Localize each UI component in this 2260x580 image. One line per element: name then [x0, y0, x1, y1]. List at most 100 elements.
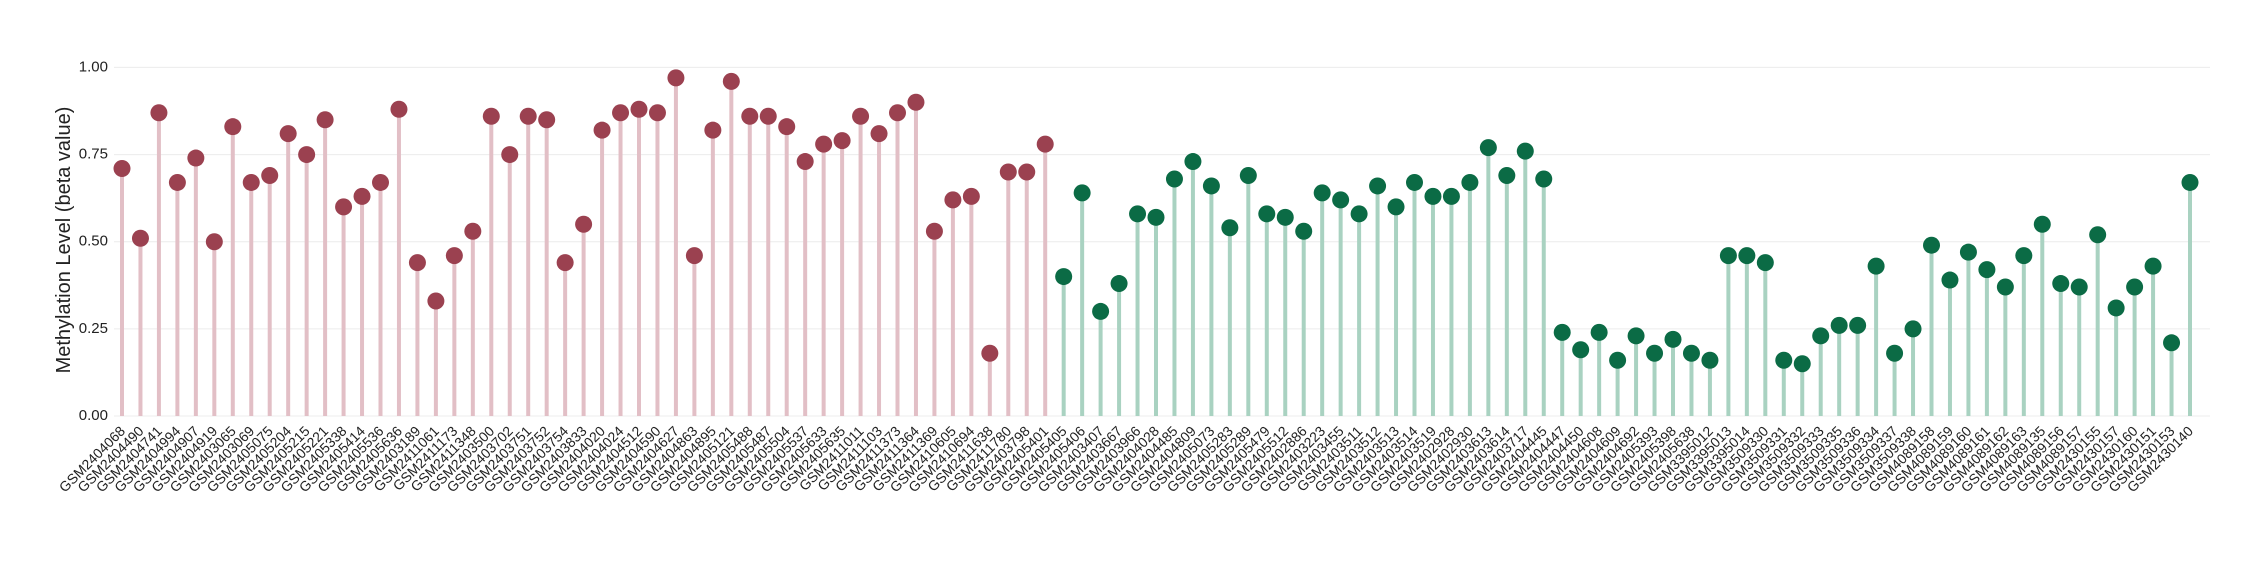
dot — [298, 146, 316, 164]
dot — [1904, 320, 1922, 338]
dot — [2015, 247, 2033, 265]
dot — [1590, 323, 1608, 341]
dot — [427, 292, 445, 310]
dot — [648, 104, 666, 122]
dot — [1406, 173, 1423, 191]
dot — [1165, 170, 1183, 188]
dot — [1867, 257, 1885, 275]
dot — [1923, 236, 1940, 254]
y-tick-label: 0.50 — [79, 233, 108, 250]
dot — [501, 146, 519, 164]
dot — [1738, 247, 1756, 265]
dot — [1239, 166, 1257, 184]
dot — [1369, 177, 1387, 195]
dot — [445, 247, 463, 265]
dot — [187, 149, 205, 167]
dot — [999, 163, 1017, 181]
dot — [279, 125, 297, 143]
dot — [833, 132, 851, 150]
y-tick-label: 0.00 — [79, 407, 108, 424]
dot — [1018, 163, 1036, 181]
dot — [1498, 166, 1516, 184]
dot — [335, 198, 353, 216]
dot — [704, 121, 722, 139]
dot — [759, 107, 777, 125]
dot — [2033, 215, 2051, 233]
dot — [1775, 351, 1793, 369]
dot — [113, 160, 131, 178]
dot — [1202, 177, 1220, 195]
dot — [962, 187, 980, 205]
dot — [575, 215, 593, 233]
dot — [1886, 344, 1904, 362]
dot — [1849, 316, 1867, 334]
dot — [1719, 247, 1737, 265]
dot — [2052, 275, 2070, 293]
dot — [1978, 261, 1996, 279]
dot — [1073, 184, 1091, 202]
dot — [408, 254, 426, 272]
dot — [1701, 351, 1719, 369]
dot — [1295, 222, 1313, 240]
dot — [1147, 208, 1165, 226]
dot — [667, 69, 685, 87]
dot — [482, 107, 500, 125]
dot — [1036, 135, 1054, 153]
dot — [630, 100, 648, 118]
dot — [1793, 355, 1811, 373]
dot — [1535, 170, 1553, 188]
dot — [390, 100, 408, 118]
dot — [1110, 275, 1128, 293]
dot — [889, 104, 906, 122]
dot — [1609, 351, 1627, 369]
dot — [353, 187, 371, 205]
dot — [612, 104, 630, 122]
y-tick-label: 0.25 — [79, 320, 108, 337]
dot — [1332, 191, 1350, 209]
dot — [464, 222, 482, 240]
dot — [778, 118, 796, 136]
dot — [1129, 205, 1147, 223]
dot — [1350, 205, 1368, 223]
dot — [1756, 254, 1774, 272]
dot — [168, 173, 186, 191]
dot — [852, 107, 870, 125]
dot — [2089, 226, 2107, 244]
dot — [1627, 327, 1645, 345]
dot — [205, 233, 223, 251]
dot — [1516, 142, 1534, 160]
dot — [224, 118, 242, 136]
dot — [2144, 257, 2162, 275]
dot — [1055, 268, 1073, 286]
dot — [1572, 341, 1590, 359]
dot — [2126, 278, 2144, 296]
dot — [1959, 243, 1977, 261]
y-tick-label: 1.00 — [79, 58, 108, 75]
dot — [1387, 198, 1405, 216]
dot — [1479, 139, 1497, 157]
dot — [261, 166, 279, 184]
y-tick-label: 0.75 — [79, 146, 108, 163]
dot — [1682, 344, 1700, 362]
dot — [1553, 323, 1571, 341]
dot — [741, 107, 759, 125]
dot — [685, 247, 703, 265]
dot — [1258, 205, 1276, 223]
dot — [1941, 271, 1959, 289]
dot — [1313, 184, 1331, 202]
dot — [131, 229, 149, 247]
dot — [372, 173, 389, 191]
dot — [1812, 327, 1830, 345]
dot — [1830, 316, 1848, 334]
dot — [907, 93, 925, 111]
dot — [2181, 173, 2199, 191]
dot — [519, 107, 537, 125]
dot — [981, 344, 999, 362]
dot — [2163, 334, 2181, 352]
dot — [815, 135, 833, 153]
dot — [1221, 219, 1239, 237]
dot — [150, 104, 168, 122]
dot — [1646, 344, 1664, 362]
dot — [796, 153, 814, 171]
